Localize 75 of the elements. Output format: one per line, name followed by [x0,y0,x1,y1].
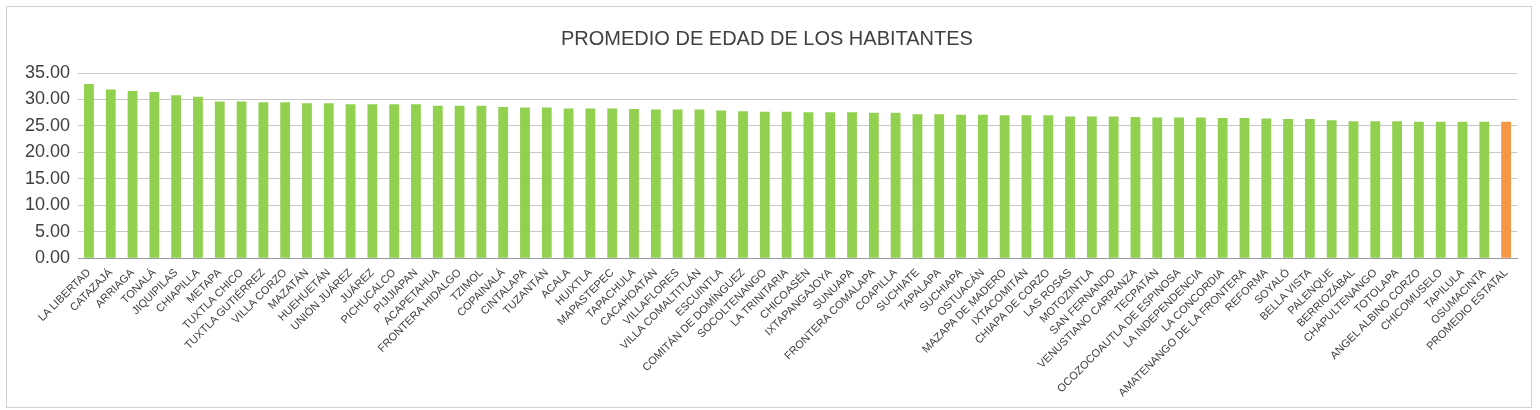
bar [759,111,770,258]
y-tick-label: 5.00 [35,220,71,241]
bar [193,96,203,258]
bar [84,84,94,258]
y-tick-label: 30.00 [25,88,71,109]
bar [912,114,923,258]
bar [1043,115,1054,258]
bar [127,91,138,258]
y-tick-label: 20.00 [25,141,71,162]
bar [432,105,443,258]
bar [541,107,552,258]
bar [236,101,247,258]
bar [1130,116,1141,258]
bar [1326,120,1337,258]
bar [1435,121,1446,258]
bar [868,112,879,258]
bar [716,110,727,258]
bar [345,104,356,258]
bar [585,108,596,258]
bar [781,111,792,258]
bar [1174,117,1184,258]
bar [1021,115,1032,258]
bar [454,105,465,258]
bar [389,104,400,258]
bar [1413,121,1424,258]
bar [999,115,1010,258]
bar [105,89,116,258]
bar [498,106,509,258]
bar [1217,118,1228,258]
bar [367,104,378,258]
bar [1370,121,1381,258]
bar [1457,121,1468,258]
bar [323,103,334,258]
bar [1239,118,1250,258]
bar [214,101,225,258]
bar [672,109,683,258]
bar [694,109,705,258]
bar [890,112,901,258]
bar [847,112,857,258]
chart-title: PROMEDIO DE EDAD DE LOS HABITANTES [561,26,973,49]
bar [956,114,966,258]
bar [1261,118,1272,258]
bar [738,111,748,258]
bar [1501,121,1511,258]
bar [977,114,988,258]
bar [149,92,160,258]
bar [650,109,661,258]
bar [1392,121,1402,258]
y-tick-label: 25.00 [25,114,71,135]
bar [1195,117,1206,258]
bar [1479,121,1490,258]
bar [1086,116,1097,258]
bar [411,104,421,258]
bar [302,103,312,258]
y-tick-label: 10.00 [25,194,71,215]
bar [1283,119,1293,258]
bar [629,109,639,258]
y-tick-label: 35.00 [25,61,71,82]
bar [563,108,574,258]
bar [1304,119,1315,258]
y-tick-label: 15.00 [25,167,71,188]
bar [607,108,618,258]
bar [476,105,487,258]
bar [934,114,945,258]
bar [280,102,291,258]
bar [171,95,182,258]
bar [1065,116,1075,258]
bar [520,107,530,258]
bar [1108,116,1119,258]
bar [825,112,836,258]
bar [803,112,814,258]
bar [1152,117,1163,258]
bar [1348,121,1359,258]
bar [258,102,269,258]
y-tick-label: 0.00 [35,247,71,268]
